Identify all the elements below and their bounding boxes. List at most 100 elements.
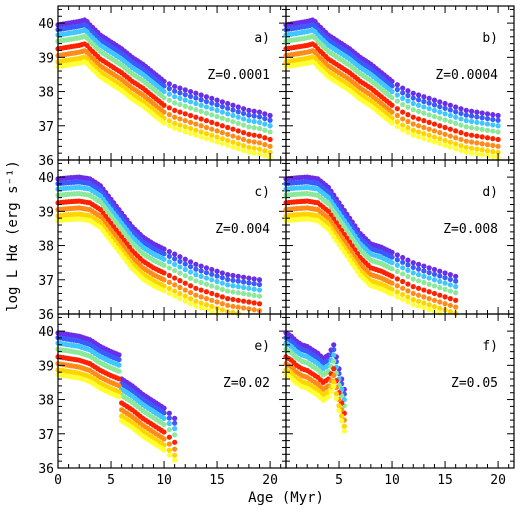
data-point	[161, 109, 167, 115]
data-point	[447, 139, 453, 145]
data-point	[426, 137, 432, 143]
data-point	[262, 127, 268, 133]
data-point	[442, 275, 448, 281]
data-point	[209, 297, 215, 303]
data-point	[240, 136, 247, 143]
data-point	[256, 133, 263, 139]
data-point	[453, 290, 459, 296]
data-point	[347, 232, 353, 238]
data-point	[267, 149, 273, 156]
data-point	[426, 302, 432, 308]
data-point	[219, 123, 225, 129]
data-point	[161, 95, 167, 101]
data-point	[193, 132, 199, 138]
y-tick-label: 39	[38, 205, 54, 220]
data-point	[437, 109, 443, 115]
panel-d: d) Z=0.008	[283, 159, 515, 316]
data-point	[426, 289, 432, 295]
data-point	[214, 278, 220, 285]
data-point	[453, 297, 459, 303]
y-tick-label: 40	[38, 325, 54, 340]
data-point	[437, 123, 443, 129]
data-point	[405, 267, 411, 273]
data-point	[415, 292, 422, 298]
data-point	[193, 121, 199, 127]
data-point	[400, 271, 406, 277]
data-point	[479, 147, 485, 153]
data-point	[182, 293, 188, 299]
data-point	[225, 131, 231, 137]
data-point	[161, 429, 167, 435]
data-point	[389, 254, 395, 260]
data-point	[193, 266, 199, 272]
data-point	[198, 92, 204, 98]
data-point	[331, 383, 337, 390]
data-point	[209, 95, 215, 101]
data-point	[240, 122, 247, 128]
data-point	[442, 124, 448, 131]
data-point	[463, 124, 469, 130]
data-point	[166, 265, 172, 271]
data-point	[172, 282, 178, 288]
panel-f: 5 10 15 20 f) Z=0.05	[283, 313, 515, 488]
data-point	[172, 114, 178, 120]
data-point	[262, 148, 268, 154]
data-point	[421, 94, 427, 100]
data-point	[410, 121, 416, 127]
data-point	[426, 106, 432, 112]
data-point	[468, 132, 475, 138]
data-point	[214, 113, 220, 120]
data-point	[325, 394, 332, 400]
data-point	[421, 110, 427, 116]
data-point	[431, 97, 438, 103]
metallicity-label: Z=0.008	[443, 222, 498, 237]
data-point	[193, 95, 199, 101]
data-point	[389, 280, 395, 286]
data-point	[495, 143, 501, 149]
data-point	[437, 136, 443, 142]
data-point	[166, 81, 172, 87]
data-point	[193, 107, 199, 113]
data-point	[251, 286, 257, 292]
data-point	[389, 291, 395, 297]
data-point	[240, 279, 247, 285]
data-point	[251, 276, 257, 282]
data-point	[490, 142, 496, 149]
panel-letter: e)	[254, 339, 270, 354]
x-tick-label: 15	[209, 473, 225, 488]
data-point	[415, 129, 422, 135]
data-point	[339, 413, 345, 419]
data-point	[177, 95, 183, 101]
data-point	[262, 111, 268, 117]
data-point	[410, 107, 416, 113]
data-point	[116, 357, 122, 363]
data-point	[251, 108, 257, 114]
data-point	[161, 256, 167, 262]
data-point	[453, 284, 459, 290]
data-point	[198, 279, 204, 286]
data-point	[172, 293, 178, 299]
data-point	[161, 251, 167, 257]
data-point	[394, 82, 400, 88]
data-point	[235, 278, 241, 284]
data-point	[410, 276, 416, 282]
data-point	[463, 118, 469, 124]
data-point	[447, 282, 453, 288]
data-point	[209, 112, 215, 118]
series-6	[283, 361, 347, 423]
data-point	[161, 262, 167, 268]
data-point	[251, 125, 257, 131]
data-point	[426, 95, 432, 101]
data-point	[203, 289, 210, 295]
x-tick-label: 10	[384, 473, 400, 488]
data-point	[426, 112, 432, 118]
data-point	[193, 114, 199, 120]
data-point	[198, 134, 204, 140]
data-point	[437, 273, 443, 279]
data-point	[331, 342, 337, 348]
data-point	[256, 114, 263, 120]
data-point	[182, 92, 188, 98]
data-point	[410, 260, 416, 266]
data-point	[193, 285, 199, 291]
data-point	[187, 300, 194, 307]
